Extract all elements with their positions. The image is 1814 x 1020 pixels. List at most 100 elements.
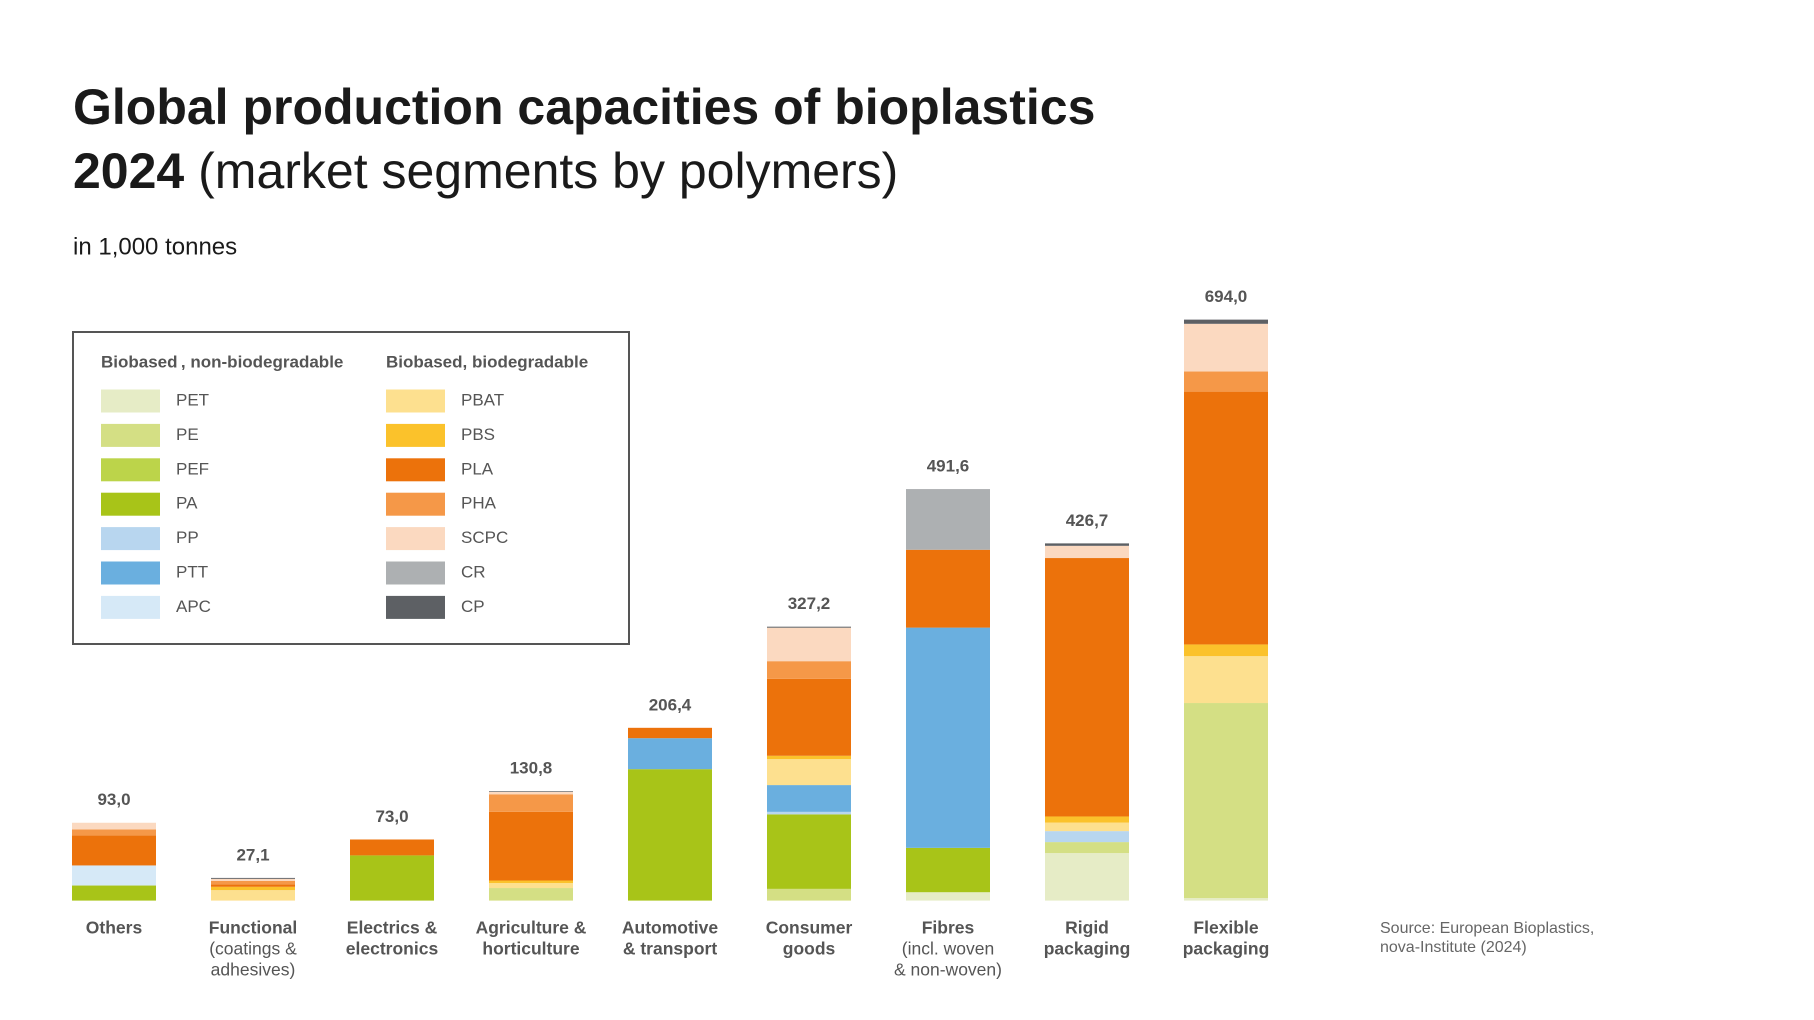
bar-segment <box>906 892 990 901</box>
legend-label: PLA <box>461 459 494 478</box>
bar-segment <box>767 755 851 760</box>
title-rest: (market segments by polymers) <box>198 143 898 199</box>
total-label: 130,8 <box>510 759 553 778</box>
bar-segment <box>72 835 156 866</box>
legend-label: APC <box>176 597 211 616</box>
total-label: 27,1 <box>236 845 269 864</box>
legend-label: SCPC <box>461 528 508 547</box>
legend-label: PA <box>176 494 198 513</box>
bar-segment <box>72 829 156 836</box>
title-year: 2024 <box>73 143 184 199</box>
bar-segment <box>1045 853 1129 901</box>
legend-label: PE <box>176 425 199 444</box>
bar-segment <box>1045 545 1129 559</box>
bar-segment <box>1045 543 1129 546</box>
bar-segment <box>1184 644 1268 657</box>
bar-segment <box>72 822 156 830</box>
chart-title: Global production capacities of bioplast… <box>73 79 1095 135</box>
bar-segment <box>767 626 851 628</box>
legend-swatch <box>101 492 160 516</box>
category-note: (incl. woven <box>902 939 994 959</box>
bar-segment <box>1045 816 1129 823</box>
category-note: (coatings & <box>209 939 297 959</box>
legend-swatch <box>101 423 160 447</box>
bar-segment <box>1184 391 1268 645</box>
bar-segment <box>489 811 573 881</box>
x-tick-label: goods <box>783 939 836 959</box>
legend-swatch <box>386 458 445 482</box>
legend-swatch <box>386 561 445 585</box>
total-label: 73,0 <box>375 807 408 826</box>
category-note: & non-woven) <box>894 960 1002 980</box>
legend-label: PP <box>176 528 199 547</box>
bar-segment <box>72 885 156 901</box>
legend-box <box>72 331 630 645</box>
subtitle: in 1,000 tonnes <box>73 233 237 260</box>
bar-segment <box>1045 842 1129 854</box>
legend-swatch <box>386 492 445 516</box>
x-tick-label: packaging <box>1044 939 1131 959</box>
x-tick-label: Others <box>86 918 143 938</box>
x-tick-label: horticulture <box>482 939 579 959</box>
x-tick-label: packaging <box>1183 939 1270 959</box>
x-tick-label: Consumer <box>766 918 853 938</box>
legend-label: PEF <box>176 459 209 478</box>
bar-segment <box>628 738 712 770</box>
bar-segment <box>350 855 434 901</box>
legend-label: PET <box>176 390 209 409</box>
bar-segment <box>489 880 573 884</box>
legend-label: PHA <box>461 494 497 513</box>
x-tick-label: electronics <box>346 939 439 959</box>
legend-swatch <box>386 595 445 619</box>
bar-segment <box>489 791 573 795</box>
bar-segment <box>767 814 851 889</box>
bar-segment <box>211 890 295 901</box>
x-tick-label: & transport <box>623 939 717 959</box>
x-tick-label: Agriculture & <box>476 918 587 938</box>
legend-swatch <box>101 561 160 585</box>
bar-segment <box>1045 822 1129 832</box>
bar-segment <box>1184 703 1268 899</box>
x-tick-label: Fibres <box>922 918 975 938</box>
legend-swatch <box>101 458 160 482</box>
legend-swatch <box>101 595 160 619</box>
bar-segment <box>1045 558 1129 817</box>
bar-segment <box>1184 319 1268 324</box>
total-label: 491,6 <box>927 457 970 476</box>
bar-segment <box>906 489 990 550</box>
bar-segment <box>1184 898 1268 901</box>
bar-segment <box>906 549 990 628</box>
bar-segment <box>767 811 851 815</box>
x-tick-label: Flexible <box>1193 918 1258 938</box>
bar-segment <box>1184 371 1268 392</box>
bar-segment <box>906 627 990 848</box>
bar-segment <box>767 759 851 786</box>
bar-segment <box>906 847 990 893</box>
x-tick-label: Automotive <box>622 918 719 938</box>
bar-segment <box>489 794 573 812</box>
chart-title-line2: 2024 (market segments by polymers) <box>73 143 898 199</box>
bar-segment <box>350 839 434 856</box>
legend-label: PBAT <box>461 390 504 409</box>
bar-segment <box>489 883 573 889</box>
legend-label: PTT <box>176 562 208 581</box>
x-tick-label: Electrics & <box>347 918 438 938</box>
bar-segment <box>767 661 851 679</box>
legend-swatch <box>101 389 160 413</box>
legend-heading: Biobased, biodegradable <box>386 352 588 371</box>
bar-segment <box>211 884 295 887</box>
source: nova-Institute (2024) <box>1380 939 1527 956</box>
total-label: 93,0 <box>97 790 130 809</box>
bar-segment <box>72 865 156 886</box>
bar-segment <box>211 878 295 881</box>
bar-segment <box>489 888 573 901</box>
legend-heading: Biobased , non-biodegradable <box>101 352 343 371</box>
legend-swatch <box>386 389 445 413</box>
bar-segment <box>767 785 851 812</box>
x-tick-label: Rigid <box>1065 918 1109 938</box>
total-label: 694,0 <box>1205 287 1248 306</box>
total-label: 327,2 <box>788 594 831 613</box>
bar-segment <box>1045 831 1129 843</box>
source: Source: European Bioplastics, <box>1380 920 1594 937</box>
